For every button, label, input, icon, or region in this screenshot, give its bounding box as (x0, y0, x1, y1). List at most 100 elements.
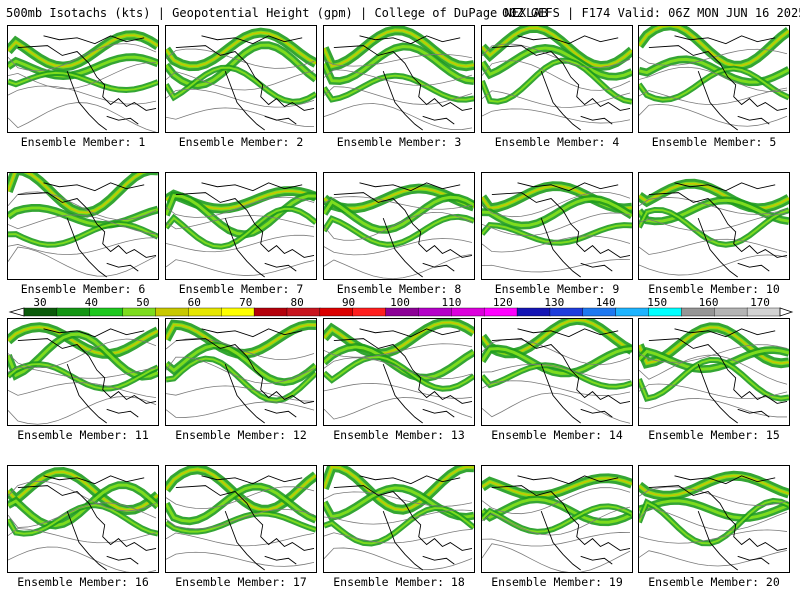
colorbar-swatch (352, 307, 387, 317)
ensemble-map (638, 465, 790, 573)
colorbar-swatch (23, 307, 58, 317)
ensemble-member-label: Ensemble Member: 8 (336, 282, 462, 296)
colorbar-tick-label: 140 (596, 296, 616, 309)
colorbar-tick-label: 70 (239, 296, 252, 309)
colorbar-tick-label: 30 (33, 296, 46, 309)
isotach-map (166, 319, 316, 424)
colorbar: 30 40 50 60 70 80 90 100 110 120 130 140 150 160 170 (0, 296, 800, 318)
ensemble-member-label: Ensemble Member: 19 (491, 575, 623, 589)
ensemble-member-label: Ensemble Member: 17 (175, 575, 307, 589)
ensemble-member-label: Ensemble Member: 2 (178, 135, 304, 149)
ensemble-map (323, 25, 475, 133)
colorbar-swatch (516, 307, 551, 317)
colorbar-arrow-left (8, 307, 25, 317)
colorbar-tick-label: 160 (699, 296, 719, 309)
colorbar-swatch (582, 307, 617, 317)
ensemble-map (323, 465, 475, 573)
colorbar-swatch (615, 307, 650, 317)
ensemble-member-label: Ensemble Member: 18 (333, 575, 465, 589)
ensemble-member-label: Ensemble Member: 1 (20, 135, 146, 149)
ensemble-member-label: Ensemble Member: 15 (648, 428, 780, 442)
colorbar-swatch (483, 307, 518, 317)
ensemble-map (481, 25, 633, 133)
ensemble-member-label: Ensemble Member: 3 (336, 135, 462, 149)
ensemble-member-label: Ensemble Member: 12 (175, 428, 307, 442)
isotach-map (324, 26, 474, 131)
ensemble-map (481, 465, 633, 573)
ensemble-map (638, 172, 790, 280)
ensemble-member-label: Ensemble Member: 11 (17, 428, 149, 442)
ensemble-map (638, 25, 790, 133)
ensemble-member-label: Ensemble Member: 14 (491, 428, 623, 442)
ensemble-map (7, 465, 159, 573)
isotach-map (639, 26, 789, 131)
colorbar-tick-label: 40 (85, 296, 98, 309)
ensemble-member-label: Ensemble Member: 5 (651, 135, 777, 149)
colorbar-swatch (155, 307, 190, 317)
colorbar-tick-label: 120 (493, 296, 513, 309)
ensemble-map (7, 172, 159, 280)
ensemble-map (323, 318, 475, 426)
colorbar-swatch (418, 307, 453, 317)
isotach-map (482, 473, 632, 572)
product-title: 500mb Isotachs (kts) | Geopotential Heig… (6, 6, 548, 20)
colorbar-tick-label: 170 (750, 296, 770, 309)
colorbar-swatch (451, 307, 485, 317)
ensemble-map (7, 25, 159, 133)
colorbar-swatch (549, 307, 584, 317)
ensemble-member-label: Ensemble Member: 16 (17, 575, 149, 589)
ensemble-map (165, 172, 317, 280)
run-valid-time: 00Z GEFS | F174 Valid: 06Z MON JUN 16 20… (502, 6, 800, 20)
colorbar-swatch (319, 307, 354, 317)
colorbar-tick-label: 130 (544, 296, 564, 309)
colorbar-tick-label: 50 (136, 296, 149, 309)
ensemble-member-label: Ensemble Member: 9 (494, 282, 620, 296)
ensemble-map (638, 318, 790, 426)
colorbar-swatch (89, 307, 124, 317)
ensemble-map (481, 172, 633, 280)
page-header: 500mb Isotachs (kts) | Geopotential Heig… (0, 0, 800, 22)
colorbar-tick-label: 110 (441, 296, 461, 309)
colorbar-swatch (56, 307, 91, 317)
ensemble-member-label: Ensemble Member: 10 (648, 282, 780, 296)
colorbar-swatch (714, 307, 748, 317)
isotach-map (8, 322, 158, 425)
isotach-map (639, 178, 789, 278)
ensemble-map (165, 465, 317, 573)
isotach-map (639, 322, 789, 424)
isotach-map (166, 466, 316, 571)
colorbar-swatch (286, 307, 321, 317)
isotach-map (482, 319, 632, 424)
colorbar-tick-label: 60 (188, 296, 201, 309)
isotach-map (166, 27, 316, 131)
ensemble-member-label: Ensemble Member: 6 (20, 282, 146, 296)
colorbar-scale: 30 40 50 60 70 80 90 100 110 120 130 140 150 160 170 (8, 296, 794, 317)
ensemble-member-label: Ensemble Member: 4 (494, 135, 620, 149)
colorbar-tick-label: 90 (342, 296, 355, 309)
isotach-map (8, 466, 158, 572)
ensemble-member-label: Ensemble Member: 7 (178, 282, 304, 296)
ensemble-map (165, 25, 317, 133)
colorbar-tick-label: 150 (647, 296, 667, 309)
colorbar-swatch (221, 307, 255, 317)
colorbar-swatch (122, 307, 157, 317)
colorbar-swatch (188, 307, 222, 317)
colorbar-swatch (648, 307, 683, 317)
colorbar-tick-label: 80 (291, 296, 304, 309)
ensemble-member-label: Ensemble Member: 13 (333, 428, 465, 442)
ensemble-member-label: Ensemble Member: 20 (648, 575, 780, 589)
isotach-map (482, 26, 632, 131)
isotach-map (324, 319, 474, 424)
isotach-map (482, 181, 632, 278)
colorbar-tick-label: 100 (390, 296, 410, 309)
isotach-map (324, 182, 474, 279)
colorbar-arrow-right (779, 307, 794, 317)
ensemble-map (7, 318, 159, 426)
colorbar-swatch (385, 307, 420, 317)
ensemble-map (165, 318, 317, 426)
isotach-map (639, 470, 789, 571)
isotach-map (8, 173, 158, 278)
colorbar-swatch (681, 307, 715, 317)
ensemble-map (481, 318, 633, 426)
colorbar-swatch (253, 307, 288, 317)
